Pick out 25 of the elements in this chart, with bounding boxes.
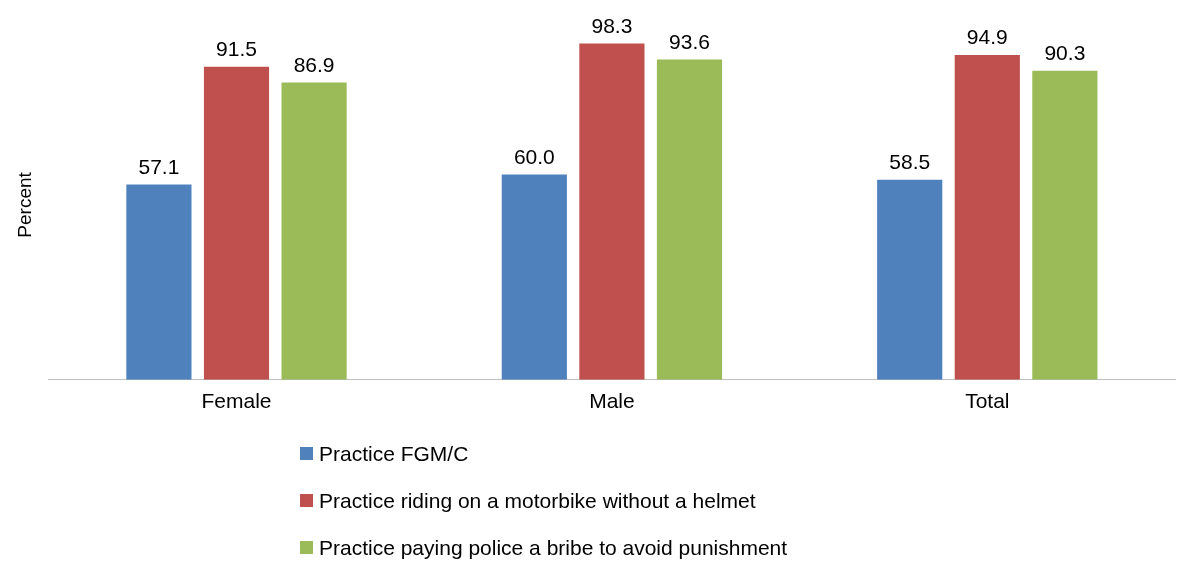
y-axis-title: Percent <box>13 171 35 238</box>
bar <box>501 174 567 380</box>
legend-label: Practice riding on a motorbike without a helmet <box>319 488 756 513</box>
data-label: 98.3 <box>591 13 633 37</box>
bar <box>126 184 192 380</box>
data-label: 90.3 <box>1044 41 1086 65</box>
bar <box>954 55 1020 380</box>
data-label: 93.6 <box>669 29 710 53</box>
data-label: 91.5 <box>216 37 257 61</box>
x-tick-label: Female <box>201 389 272 413</box>
bar <box>579 43 645 380</box>
x-tick-label: Male <box>589 389 635 413</box>
bar <box>1032 70 1098 380</box>
bar <box>877 179 943 380</box>
data-label: 94.9 <box>966 25 1008 49</box>
data-label: 86.9 <box>293 52 335 76</box>
data-label: 60.0 <box>513 144 555 168</box>
data-label: 58.5 <box>889 149 931 173</box>
bar <box>281 82 347 380</box>
bar <box>656 59 723 380</box>
bar <box>203 66 270 380</box>
legend-label: Practice FGM/C <box>319 441 469 466</box>
legend-label: Practice paying police a bribe to avoid punishment <box>319 535 788 560</box>
data-label: 57.1 <box>138 154 180 178</box>
x-tick-label: Total <box>965 389 1010 413</box>
